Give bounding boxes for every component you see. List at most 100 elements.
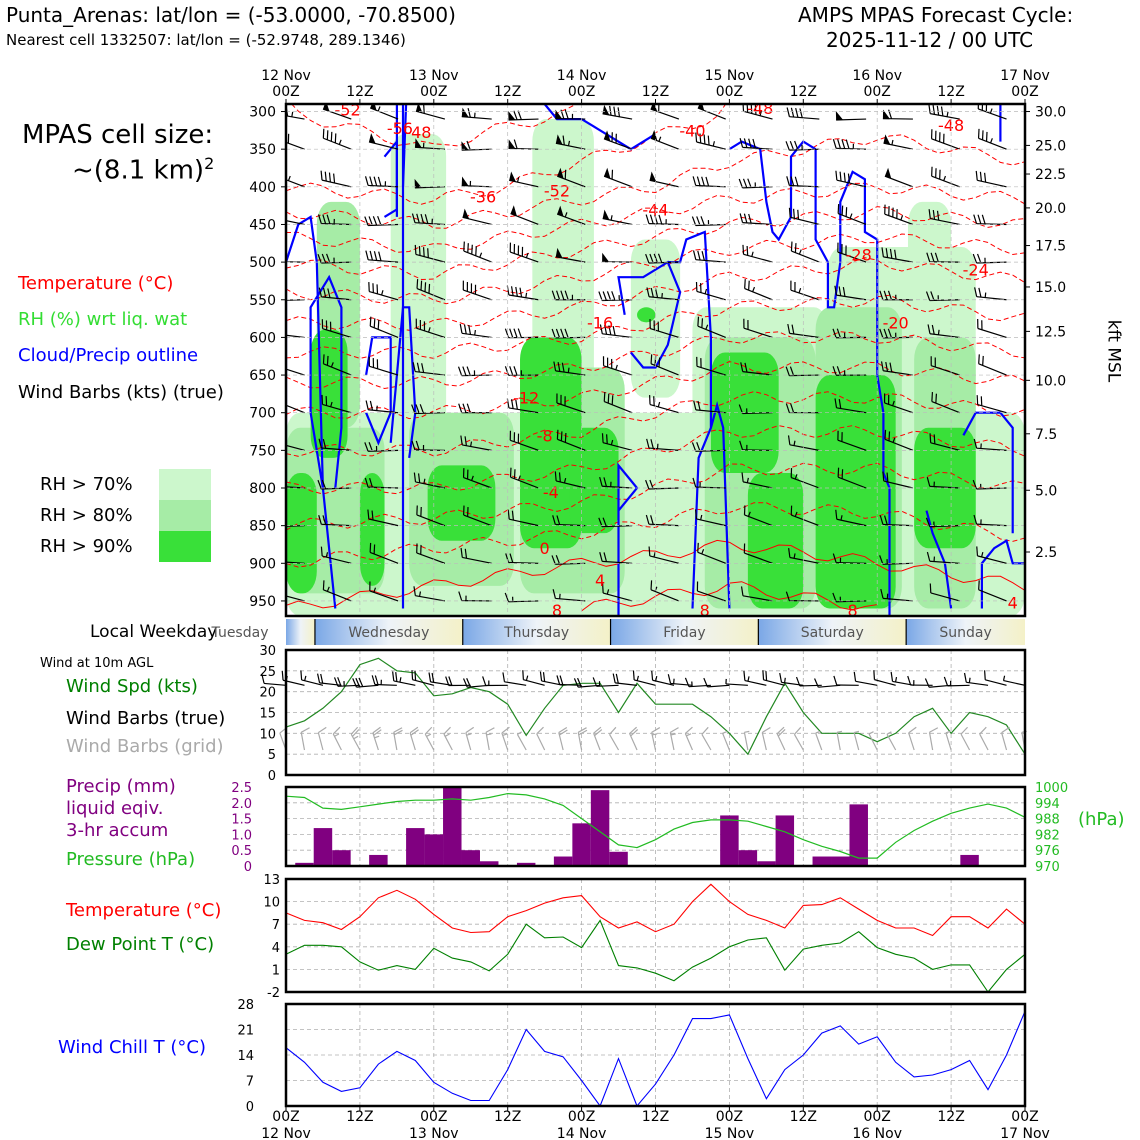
grid-wind-barb-half [486, 733, 492, 736]
wind-barb-full [427, 248, 429, 258]
wind-barb [603, 365, 633, 376]
wind-barb [510, 439, 539, 451]
wind-barb-full [604, 324, 608, 335]
wind-barb-full [612, 325, 616, 336]
wind-barb-full [788, 207, 791, 218]
wind-barb-full [369, 250, 374, 261]
wind-barb-full [650, 580, 653, 590]
wind-barb [510, 251, 539, 263]
wind-barb-full [754, 105, 757, 115]
wind-barb-full [326, 355, 329, 366]
wind-barb-full [333, 173, 336, 184]
wind-barb-full [794, 243, 797, 253]
wind-barb-full [421, 363, 425, 373]
wind-barb-full [378, 251, 382, 261]
wind-barb [286, 220, 305, 226]
wind-barb-full [598, 517, 603, 527]
dewpoint-panel-label: Dew Point T (°C) [66, 934, 215, 955]
top-hour-label: 12Z [642, 84, 669, 100]
pressure-unit-label: (hPa) [1078, 809, 1125, 830]
wind-barb [556, 213, 586, 226]
grid-wind-barb-full [373, 729, 382, 736]
surface-wind-barb-full [445, 676, 450, 686]
top-hour-label: 12Z [790, 84, 817, 100]
precip-bar [812, 856, 832, 866]
cloud-outline [925, 510, 953, 609]
legend-rh80-label: RH > 80% [40, 505, 133, 526]
precip-tick-label: 1.0 [231, 828, 252, 843]
wind-barb-flag [650, 104, 658, 112]
wind-barb-full [931, 392, 934, 402]
wind-barb [602, 525, 633, 528]
wind-barb-full [790, 107, 795, 118]
wind-barb [744, 552, 773, 564]
wind-barb-full [412, 362, 416, 372]
wind-barb-half [326, 586, 330, 592]
wind-barb-full [507, 509, 510, 520]
wind-barb-full [322, 214, 327, 224]
bottom-hour-label: 00Z [568, 1109, 595, 1125]
grid-wind-barb-full [629, 726, 638, 735]
surface-wind-barb-full [428, 672, 432, 682]
wind-barb [790, 216, 820, 226]
wind-barb-full [832, 366, 837, 376]
wind-barb-flag [461, 141, 469, 151]
grid-wind-barb-full [300, 727, 310, 733]
wind-barb-full [364, 477, 369, 488]
wind-barb-half [525, 292, 528, 298]
wind-barb-full [886, 472, 889, 483]
surface-wind-barb-half [525, 675, 529, 681]
wind-tick-label: 20 [259, 686, 276, 701]
precip-tick-label: 2.0 [231, 797, 252, 812]
grid-wind-barb [908, 732, 915, 751]
wind-barb [696, 141, 726, 150]
grid-wind-barb-half [670, 733, 676, 736]
wind-barb-half [794, 511, 798, 517]
wind-barb-full [281, 394, 282, 403]
pressure-line [285, 792, 1026, 859]
wind-barb-full [880, 588, 884, 599]
wind-barb-full [424, 214, 429, 224]
pressure-tick-label: 976 [1035, 844, 1060, 859]
wind-barb-full [748, 138, 752, 149]
grid-wind-barb [701, 734, 712, 751]
wind-barb-full [928, 209, 931, 219]
wind-barb-full [699, 133, 702, 144]
cross-section-layer: -52-56-48-36 -52-16-44-40-48-28-20-48-24-… [281, 104, 1025, 616]
wind-barb [602, 592, 633, 602]
wind-barb-half [525, 252, 529, 259]
wind-barb [510, 213, 539, 226]
wind-barb-full [282, 106, 283, 115]
wind-barb-full [458, 591, 463, 601]
temperature-label: -36 [470, 188, 496, 207]
precip-tick-label: 1.5 [231, 813, 252, 828]
wind-barb-full [602, 291, 607, 301]
wind-barb [696, 290, 726, 301]
legend-rh90-label: RH > 90% [40, 536, 133, 557]
wind-barb [697, 325, 726, 338]
grid-wind-barb [393, 732, 398, 751]
chill-tick-label: 14 [237, 1049, 254, 1064]
wind-barb-flag [602, 252, 609, 262]
bottom-hour-label: 00Z [420, 1109, 447, 1125]
wind-barb [369, 365, 399, 376]
surface-wind-barb-full [411, 670, 414, 680]
grid-wind-barb-half [444, 733, 450, 737]
wind-barb [323, 363, 352, 376]
wind-barb-half [479, 252, 483, 258]
precip-tick-label: 0.5 [231, 844, 252, 859]
grid-wind-barb-half [652, 733, 658, 736]
wind-barb [649, 403, 680, 414]
bottom-hour-label: 12Z [494, 1109, 521, 1125]
surface-wind-barb-full [462, 678, 468, 688]
surface-wind-barb-full [592, 677, 598, 687]
wind-barb [978, 363, 1007, 376]
temp-panel-frame [284, 877, 1027, 994]
wind-barb-full [322, 354, 325, 364]
wind-barb-full [373, 176, 378, 186]
wind-barb-full [562, 135, 565, 146]
wind-barb-full [701, 251, 705, 261]
wind-barb-full [504, 592, 510, 603]
grid-wind-barb-half [886, 731, 892, 735]
wind-barb [697, 107, 726, 120]
